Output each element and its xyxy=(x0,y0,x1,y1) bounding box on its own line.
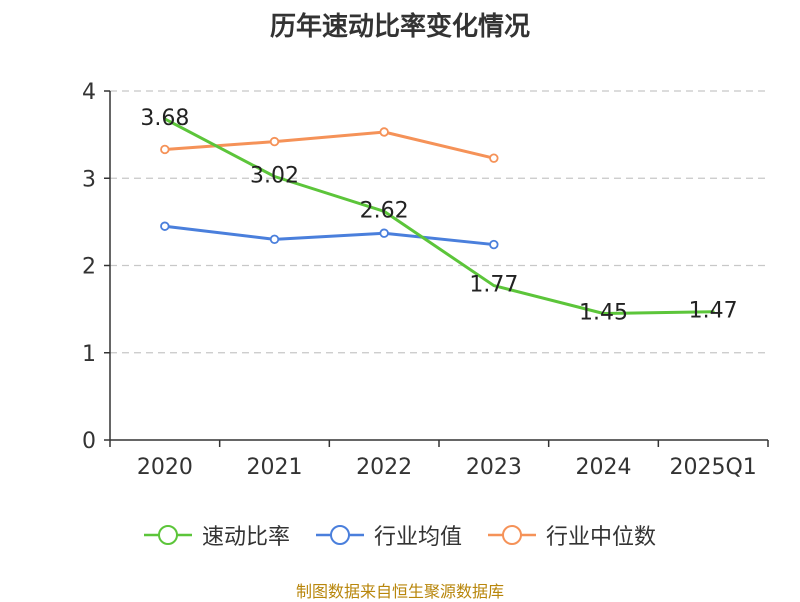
source-note: 制图数据来自恒生聚源数据库 xyxy=(295,582,504,601)
axis-layer: 0 1 2 3 4 2020 2021 2022 2023 2024 2025Q1 xyxy=(82,80,769,480)
legend-swatch-icon xyxy=(315,525,364,545)
data-point xyxy=(489,239,499,250)
series-layer xyxy=(160,117,715,315)
legend-swatch-icon xyxy=(143,525,192,545)
y-tick-label: 0 xyxy=(82,429,96,454)
data-point xyxy=(379,228,389,238)
legend-swatch-icon xyxy=(488,525,536,545)
series-line-1 xyxy=(163,224,496,247)
data-label: 1.47 xyxy=(689,299,738,324)
data-label: 2.62 xyxy=(360,198,409,223)
data-point xyxy=(269,136,280,147)
data-point xyxy=(489,153,499,163)
legend: 速动比率 行业均值 行业中位数 xyxy=(0,519,800,551)
x-tick-label: 2024 xyxy=(576,455,632,480)
legend-label: 行业中位数 xyxy=(546,525,657,550)
chart-title: 历年速动比率变化情况 xyxy=(269,12,530,42)
data-label: 3.02 xyxy=(250,164,299,189)
series-line-0 xyxy=(163,117,715,315)
y-tick-label: 3 xyxy=(82,167,96,192)
grid-layer xyxy=(110,90,768,354)
y-tick-label: 1 xyxy=(82,342,96,367)
series-line-2 xyxy=(163,130,496,160)
data-label: 1.45 xyxy=(579,300,628,325)
x-tick-label: 2023 xyxy=(466,455,522,480)
data-point xyxy=(160,221,170,231)
data-point xyxy=(160,144,170,155)
legend-item[interactable]: 速动比率 xyxy=(143,519,290,551)
data-label: 1.77 xyxy=(469,273,518,298)
data-point xyxy=(379,127,389,137)
x-tick-label: 2022 xyxy=(356,455,412,480)
y-tick-label: 2 xyxy=(82,255,96,280)
label-layer: 3.68 3.02 2.62 1.77 1.45 1.47 xyxy=(140,106,737,326)
y-tick-label: 4 xyxy=(82,80,96,105)
x-tick-label: 2021 xyxy=(247,455,303,480)
data-label: 3.68 xyxy=(140,106,189,131)
legend-label: 速动比率 xyxy=(201,525,290,550)
legend-label: 行业均值 xyxy=(373,525,462,550)
data-point xyxy=(269,234,280,245)
legend-item[interactable]: 行业中位数 xyxy=(488,519,656,551)
legend-item[interactable]: 行业均值 xyxy=(315,519,462,551)
x-tick-label: 2025Q1 xyxy=(670,455,757,480)
x-tick-label: 2020 xyxy=(137,455,193,480)
